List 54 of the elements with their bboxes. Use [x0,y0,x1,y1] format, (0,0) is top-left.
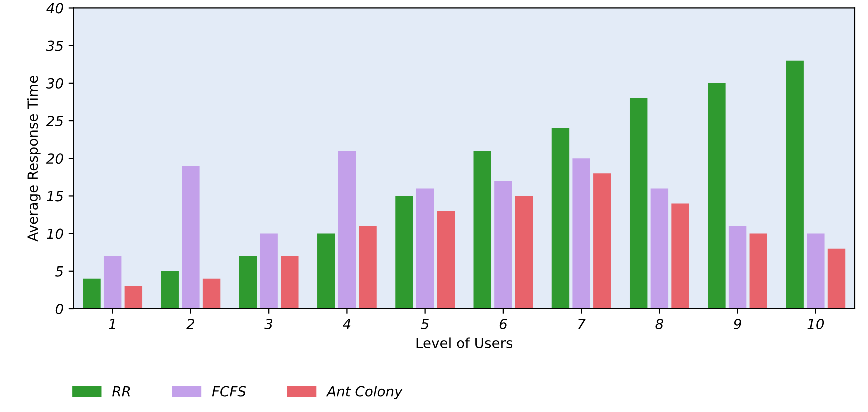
bar [594,174,612,309]
x-tick-label: 6 [500,318,508,330]
x-tick-label: 4 [343,319,351,330]
bar [786,60,804,309]
bar [318,234,336,309]
bar [494,181,512,309]
y-tick-label: 40 [46,3,64,14]
bar [474,151,492,309]
bar [281,256,299,309]
bar [630,98,648,309]
y-tick-label: 15 [47,191,64,202]
x-tick-label: 10 [808,318,824,330]
bar [202,278,221,309]
x-tick-label: 1 [109,319,116,330]
bar [83,278,101,309]
bar [124,286,143,309]
x-tick-label: 8 [656,318,664,330]
x-axis-title: Level of Users [416,338,513,348]
y-tick-label: 30 [46,78,64,89]
bar [396,196,414,309]
bar [182,166,200,309]
y-tick-label: 20 [46,154,64,164]
bar [828,248,846,309]
bar [552,128,570,309]
x-tick-label: 9 [734,318,742,330]
x-tick-label: 7 [578,319,586,330]
bar [239,256,258,309]
y-tick-label: 10 [47,228,64,240]
bar [572,158,590,309]
bar [807,234,825,309]
y-axis-title: Average Response Time [27,76,41,242]
bar [650,188,669,309]
bar [750,234,768,309]
x-tick-label: 3 [264,318,273,330]
bar [359,226,377,309]
bar [416,188,434,309]
bar [672,204,690,309]
x-tick-label: 5 [421,319,429,330]
legend-label: Ant Colony [326,386,403,400]
y-tick-label: 35 [46,40,64,52]
bar [515,196,534,309]
bar [161,271,179,309]
bar [708,83,726,309]
bar [338,151,356,309]
bar [728,226,747,309]
y-tick-label: 25 [46,116,64,126]
legend-label: FCFS [212,386,246,397]
bar [437,211,456,309]
legend-label: RR [112,386,130,397]
y-tick-label: 5 [56,266,64,277]
bar [260,234,278,309]
x-tick-label: 2 [186,318,195,330]
bar [104,256,122,309]
y-tick-label: 0 [56,304,64,314]
